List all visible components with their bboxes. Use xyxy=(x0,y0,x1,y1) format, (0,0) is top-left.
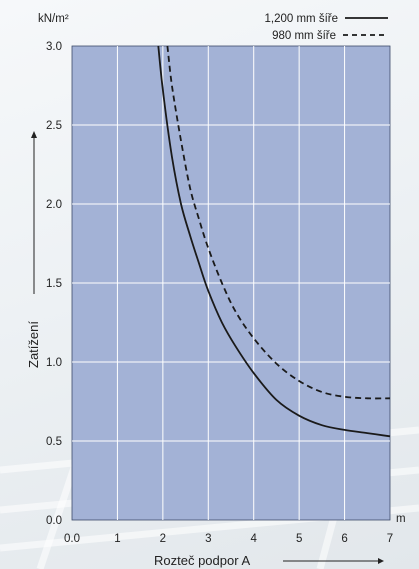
x-tick-label: 6 xyxy=(341,533,347,545)
y-tick-label: 1.5 xyxy=(46,278,62,290)
legend-label-series-1: 1,200 mm šíře xyxy=(265,13,339,25)
x-tick-label: 1 xyxy=(114,533,120,545)
y-unit-label: kN/m² xyxy=(38,13,69,25)
y-axis-label: Zatížení xyxy=(26,321,41,368)
grid xyxy=(72,46,390,520)
y-tick-label: 0.5 xyxy=(46,436,62,448)
series-line-1 xyxy=(157,45,391,438)
x-tick-label: 0.0 xyxy=(64,533,80,545)
x-tick-label: 4 xyxy=(251,533,258,545)
x-tick-label: 7 xyxy=(387,533,393,545)
tick-labels: 0.0 1 2 3 4 5 6 7 0.0 0.5 1.0 1.5 2.0 2.5 3.0 xyxy=(46,41,393,545)
series-lines xyxy=(157,45,391,438)
y-axis-arrowhead xyxy=(31,131,37,138)
y-tick-label: 1.0 xyxy=(46,357,62,369)
series-line-2 xyxy=(166,45,391,400)
x-tick-label: 2 xyxy=(160,533,166,545)
x-axis-title: Rozteč podpor A xyxy=(154,553,384,568)
legend-label-series-2: 980 mm šíře xyxy=(272,30,336,42)
x-axis-label: Rozteč podpor A xyxy=(154,553,250,568)
y-tick-label: 2.0 xyxy=(46,199,62,211)
x-unit-label: m xyxy=(396,513,406,525)
legend: 1,200 mm šíře 980 mm šíře xyxy=(265,13,388,42)
y-tick-label: 3.0 xyxy=(46,41,62,53)
x-tick-label: 3 xyxy=(205,533,211,545)
y-axis-title: Zatížení xyxy=(26,131,41,368)
x-axis-arrowhead xyxy=(378,558,384,564)
y-tick-label: 0.0 xyxy=(46,515,62,527)
y-tick-label: 2.5 xyxy=(46,120,62,132)
x-tick-label: 5 xyxy=(296,533,302,545)
